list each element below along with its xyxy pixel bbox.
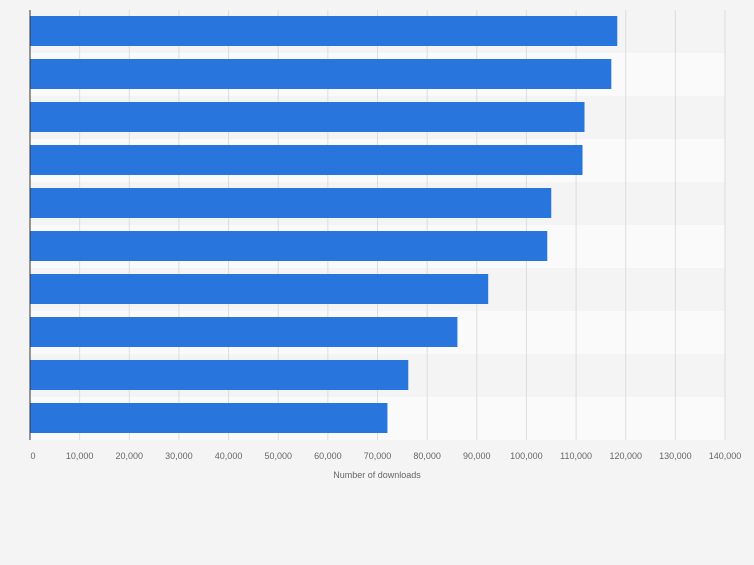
x-tick-label: 60,000 bbox=[314, 451, 342, 461]
bar[interactable] bbox=[30, 145, 583, 175]
bar[interactable] bbox=[30, 403, 388, 433]
x-tick-label: 0 bbox=[30, 451, 35, 461]
x-tick-label: 50,000 bbox=[264, 451, 292, 461]
x-axis-label: Number of downloads bbox=[333, 470, 421, 480]
x-tick-label: 10,000 bbox=[66, 451, 94, 461]
x-axis-ticks: 0 10,000 20,000 30,000 40,000 50,000 60,000 70,… bbox=[30, 451, 741, 461]
x-tick-label: 20,000 bbox=[116, 451, 144, 461]
x-tick-label: 90,000 bbox=[463, 451, 491, 461]
bar[interactable] bbox=[30, 317, 458, 347]
bar[interactable] bbox=[30, 16, 618, 46]
bar[interactable] bbox=[30, 59, 612, 89]
bar[interactable] bbox=[30, 360, 409, 390]
x-tick-label: 100,000 bbox=[510, 451, 543, 461]
x-tick-label: 80,000 bbox=[413, 451, 441, 461]
x-tick-label: 70,000 bbox=[364, 451, 392, 461]
x-tick-label: 110,000 bbox=[560, 451, 592, 461]
x-tick-label: 140,000 bbox=[709, 451, 742, 461]
x-tick-label: 120,000 bbox=[609, 451, 642, 461]
x-tick-label: 30,000 bbox=[165, 451, 193, 461]
bar[interactable] bbox=[30, 231, 548, 261]
bars bbox=[30, 16, 618, 433]
x-tick-label: 40,000 bbox=[215, 451, 243, 461]
bar[interactable] bbox=[30, 102, 585, 132]
bar[interactable] bbox=[30, 188, 552, 218]
x-tick-label: 130,000 bbox=[659, 451, 692, 461]
bar[interactable] bbox=[30, 274, 489, 304]
